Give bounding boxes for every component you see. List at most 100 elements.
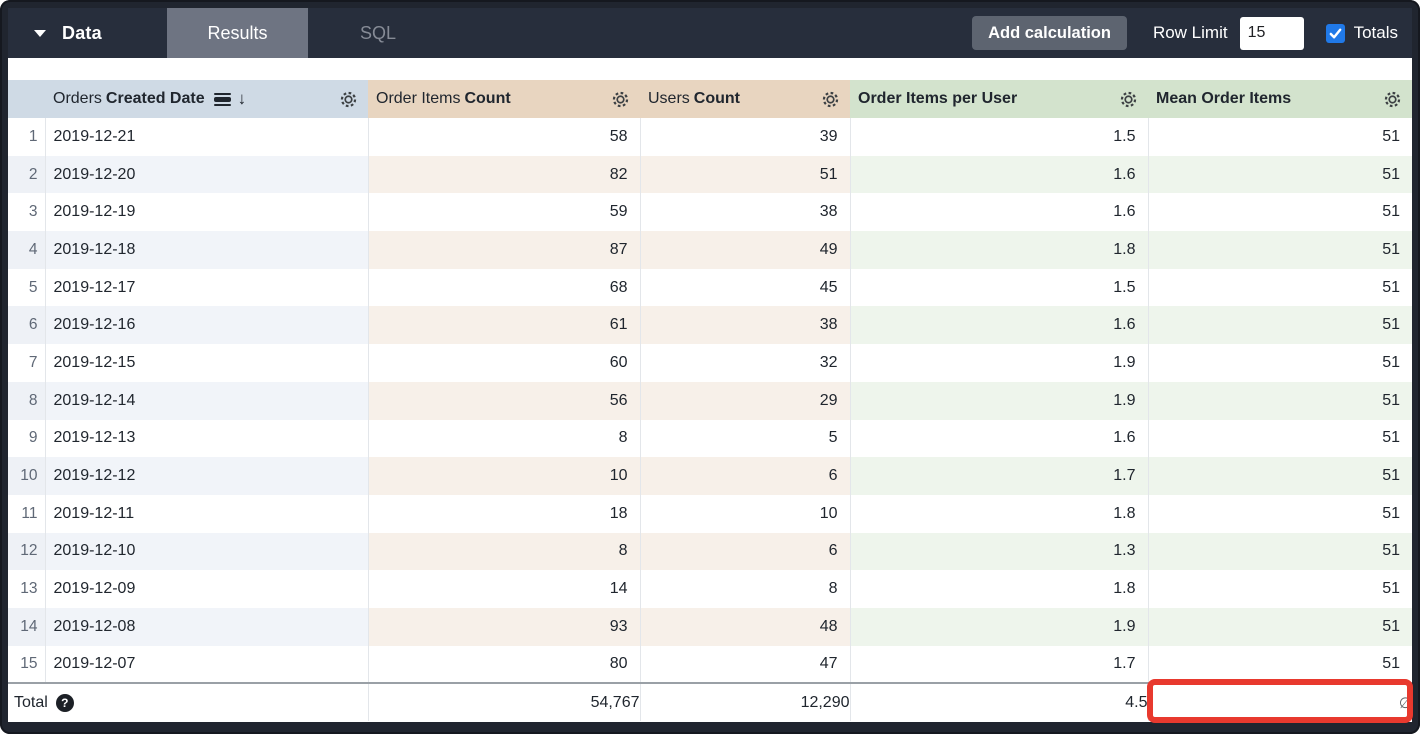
cell-order-items-per-user[interactable]: 1.5 xyxy=(849,268,1148,307)
cell-mean-order-items[interactable]: 51 xyxy=(1147,457,1412,495)
help-icon[interactable]: ? xyxy=(55,693,74,712)
total-mean-order-items-null-value[interactable]: ∅ xyxy=(1147,682,1412,722)
cell-order-items-count[interactable]: 56 xyxy=(367,381,640,420)
cell-order-items-count[interactable]: 8 xyxy=(367,532,640,571)
cell-mean-order-items[interactable]: 51 xyxy=(1147,532,1412,571)
column-header-order-items-per-user[interactable]: Order Items per User xyxy=(850,80,1148,118)
cell-mean-order-items[interactable]: 51 xyxy=(1147,118,1412,156)
cell-mean-order-items[interactable]: 51 xyxy=(1147,494,1412,533)
total-users-count[interactable]: 12,290 xyxy=(639,682,850,722)
cell-order-items-count[interactable]: 68 xyxy=(367,268,640,307)
cell-orders-created-date[interactable]: 2019-12-10 xyxy=(44,532,368,571)
cell-order-items-per-user[interactable]: 1.9 xyxy=(849,607,1148,646)
cell-order-items-per-user[interactable]: 1.8 xyxy=(849,570,1148,608)
cell-mean-order-items[interactable]: 51 xyxy=(1147,381,1412,420)
cell-order-items-count[interactable]: 87 xyxy=(367,231,640,269)
total-order-items-count[interactable]: 54,767 xyxy=(367,682,640,722)
cell-users-count[interactable]: 45 xyxy=(639,268,850,307)
cell-order-items-per-user[interactable]: 1.6 xyxy=(849,193,1148,232)
gear-icon[interactable] xyxy=(339,90,358,109)
cell-users-count[interactable]: 38 xyxy=(639,306,850,345)
cell-users-count[interactable]: 38 xyxy=(639,193,850,232)
cell-orders-created-date[interactable]: 2019-12-13 xyxy=(44,419,368,458)
column-header-order-items-count[interactable]: Order Items Count xyxy=(368,80,640,118)
cell-order-items-count[interactable]: 10 xyxy=(367,457,640,495)
cell-order-items-per-user[interactable]: 1.5 xyxy=(849,118,1148,156)
column-header-orders-created-date[interactable]: Orders Created Date ↓ xyxy=(45,80,368,118)
cell-order-items-count[interactable]: 14 xyxy=(367,570,640,608)
cell-order-items-per-user[interactable]: 1.7 xyxy=(849,645,1148,684)
cell-order-items-per-user[interactable]: 1.3 xyxy=(849,532,1148,571)
gear-icon[interactable] xyxy=(611,90,630,109)
cell-users-count[interactable]: 10 xyxy=(639,494,850,533)
cell-orders-created-date[interactable]: 2019-12-11 xyxy=(44,494,368,533)
cell-orders-created-date[interactable]: 2019-12-20 xyxy=(44,155,368,194)
cell-order-items-count[interactable]: 58 xyxy=(367,118,640,156)
fill-dates-icon[interactable] xyxy=(213,92,231,106)
cell-users-count[interactable]: 47 xyxy=(639,645,850,684)
column-header-users-count[interactable]: Users Count xyxy=(640,80,850,118)
column-header-mean-order-items[interactable]: Mean Order Items xyxy=(1148,80,1412,118)
cell-order-items-count[interactable]: 93 xyxy=(367,607,640,646)
cell-mean-order-items[interactable]: 51 xyxy=(1147,155,1412,194)
cell-orders-created-date[interactable]: 2019-12-12 xyxy=(44,457,368,495)
cell-mean-order-items[interactable]: 51 xyxy=(1147,570,1412,608)
cell-users-count[interactable]: 8 xyxy=(639,570,850,608)
row-limit-input[interactable] xyxy=(1239,16,1304,50)
cell-users-count[interactable]: 39 xyxy=(639,118,850,156)
cell-orders-created-date[interactable]: 2019-12-17 xyxy=(44,268,368,307)
cell-mean-order-items[interactable]: 51 xyxy=(1147,193,1412,232)
add-calculation-button[interactable]: Add calculation xyxy=(972,16,1127,50)
cell-order-items-count[interactable]: 82 xyxy=(367,155,640,194)
cell-orders-created-date[interactable]: 2019-12-18 xyxy=(44,231,368,269)
cell-orders-created-date[interactable]: 2019-12-07 xyxy=(44,645,368,684)
cell-orders-created-date[interactable]: 2019-12-21 xyxy=(44,118,368,156)
cell-orders-created-date[interactable]: 2019-12-16 xyxy=(44,306,368,345)
cell-orders-created-date[interactable]: 2019-12-08 xyxy=(44,607,368,646)
cell-order-items-per-user[interactable]: 1.9 xyxy=(849,381,1148,420)
cell-users-count[interactable]: 49 xyxy=(639,231,850,269)
cell-order-items-per-user[interactable]: 1.8 xyxy=(849,231,1148,269)
table-row: 9 2019-12-13 8 5 1.6 51 xyxy=(8,419,1412,458)
cell-order-items-per-user[interactable]: 1.9 xyxy=(849,344,1148,382)
cell-mean-order-items[interactable]: 51 xyxy=(1147,344,1412,382)
cell-order-items-per-user[interactable]: 1.6 xyxy=(849,155,1148,194)
cell-users-count[interactable]: 32 xyxy=(639,344,850,382)
cell-order-items-count[interactable]: 80 xyxy=(367,645,640,684)
cell-order-items-per-user[interactable]: 1.6 xyxy=(849,306,1148,345)
cell-mean-order-items[interactable]: 51 xyxy=(1147,231,1412,269)
cell-mean-order-items[interactable]: 51 xyxy=(1147,419,1412,458)
totals-toggle[interactable]: Totals xyxy=(1325,8,1398,58)
cell-order-items-count[interactable]: 59 xyxy=(367,193,640,232)
cell-order-items-per-user[interactable]: 1.7 xyxy=(849,457,1148,495)
cell-order-items-count[interactable]: 60 xyxy=(367,344,640,382)
gear-icon[interactable] xyxy=(821,90,840,109)
cell-mean-order-items[interactable]: 51 xyxy=(1147,645,1412,684)
cell-order-items-count[interactable]: 61 xyxy=(367,306,640,345)
cell-orders-created-date[interactable]: 2019-12-15 xyxy=(44,344,368,382)
cell-users-count[interactable]: 5 xyxy=(639,419,850,458)
cell-orders-created-date[interactable]: 2019-12-09 xyxy=(44,570,368,608)
gear-icon[interactable] xyxy=(1119,90,1138,109)
cell-orders-created-date[interactable]: 2019-12-14 xyxy=(44,381,368,420)
cell-users-count[interactable]: 6 xyxy=(639,457,850,495)
cell-mean-order-items[interactable]: 51 xyxy=(1147,268,1412,307)
cell-users-count[interactable]: 6 xyxy=(639,532,850,571)
cell-mean-order-items[interactable]: 51 xyxy=(1147,607,1412,646)
total-order-items-per-user[interactable]: 4.5 xyxy=(849,682,1148,722)
data-menu-button[interactable]: Data xyxy=(8,8,167,58)
tab-sql[interactable]: SQL xyxy=(308,8,448,58)
cell-orders-created-date[interactable]: 2019-12-19 xyxy=(44,193,368,232)
cell-mean-order-items[interactable]: 51 xyxy=(1147,306,1412,345)
totals-checkbox[interactable] xyxy=(1325,23,1345,43)
cell-order-items-count[interactable]: 8 xyxy=(367,419,640,458)
cell-users-count[interactable]: 29 xyxy=(639,381,850,420)
cell-users-count[interactable]: 48 xyxy=(639,607,850,646)
cell-users-count[interactable]: 51 xyxy=(639,155,850,194)
gear-icon[interactable] xyxy=(1383,90,1402,109)
tab-results[interactable]: Results xyxy=(167,8,308,58)
cell-order-items-per-user[interactable]: 1.8 xyxy=(849,494,1148,533)
cell-order-items-per-user[interactable]: 1.6 xyxy=(849,419,1148,458)
cell-order-items-count[interactable]: 18 xyxy=(367,494,640,533)
